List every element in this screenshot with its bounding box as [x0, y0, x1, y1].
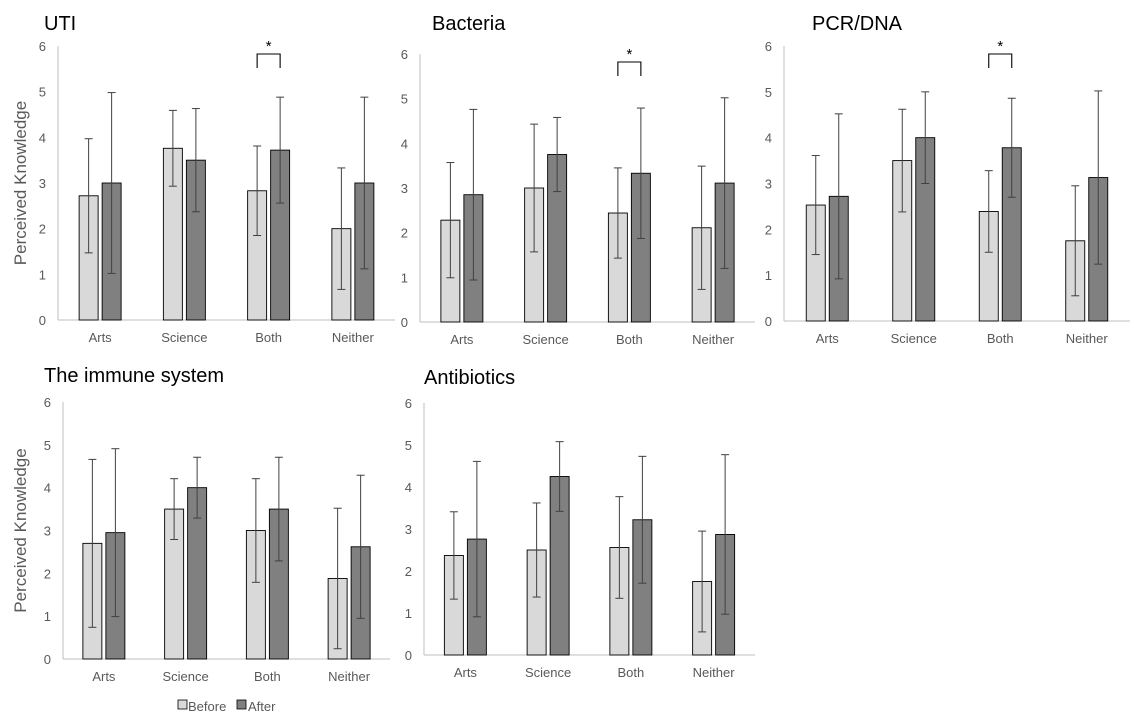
y-tick-label: 3: [765, 177, 772, 192]
y-tick-label: 4: [44, 481, 51, 496]
x-tick-label: Arts: [450, 332, 474, 347]
y-tick-label: 3: [405, 522, 412, 537]
chart-title: UTI: [44, 13, 76, 35]
y-tick-label: 4: [401, 136, 408, 151]
y-tick-label: 3: [401, 181, 408, 196]
y-tick-label: 0: [39, 313, 46, 328]
y-tick-label: 5: [39, 85, 46, 100]
x-tick-label: Arts: [89, 330, 113, 345]
y-tick-label: 1: [765, 268, 772, 283]
significance-star: *: [626, 46, 632, 63]
x-tick-label: Science: [525, 665, 571, 680]
y-tick-label: 6: [39, 39, 46, 54]
x-tick-label: Arts: [454, 665, 478, 680]
y-tick-label: 6: [44, 395, 51, 410]
x-tick-label: Neither: [328, 669, 371, 684]
chart-panel-4: The immune system Perceived Knowledge 0 1 2 3…: [11, 365, 390, 684]
x-tick-label: Both: [616, 332, 643, 347]
y-tick-label: 6: [765, 39, 772, 54]
y-tick-label: 0: [405, 648, 412, 663]
x-tick-label: Both: [255, 330, 282, 345]
y-tick-label: 0: [765, 314, 772, 329]
x-tick-label: Science: [161, 330, 207, 345]
y-tick-label: 6: [401, 47, 408, 62]
x-tick-label: Science: [523, 332, 569, 347]
chart-panel-1: UTI Perceived Knowledge 0 1 2 3 4 5 6 Arts Science…: [11, 13, 395, 345]
y-tick-label: 1: [44, 609, 51, 624]
significance-bracket: [617, 61, 642, 76]
y-tick-label: 5: [765, 85, 772, 100]
y-tick-label: 5: [401, 92, 408, 107]
chart-panel-3: PCR/DNA 0 1 2 3 4 5 6 Arts Science Both Neither *: [765, 13, 1130, 346]
significance-star: *: [266, 38, 272, 55]
y-tick-label: 3: [39, 176, 46, 191]
legend-swatch-before: [177, 699, 188, 710]
y-tick-label: 0: [44, 652, 51, 667]
significance-star: *: [997, 38, 1003, 55]
y-tick-label: 5: [405, 438, 412, 453]
y-tick-label: 2: [39, 222, 46, 237]
x-tick-label: Both: [987, 331, 1014, 346]
y-tick-label: 4: [39, 130, 46, 145]
y-axis-label: Perceived Knowledge: [11, 101, 30, 265]
y-tick-label: 5: [44, 438, 51, 453]
y-tick-label: 1: [39, 267, 46, 282]
y-tick-label: 2: [765, 222, 772, 237]
chart-title: Antibiotics: [424, 367, 515, 389]
significance-bracket: [256, 53, 281, 68]
y-tick-label: 4: [405, 480, 412, 495]
x-tick-label: Neither: [692, 332, 735, 347]
x-tick-label: Neither: [332, 330, 375, 345]
y-tick-label: 6: [405, 396, 412, 411]
chart-panel-2: Bacteria 0 1 2 3 4 5 6 Arts Science Both Neither *: [401, 13, 755, 347]
x-tick-label: Neither: [1066, 331, 1109, 346]
significance-bracket: [988, 53, 1013, 68]
chart-title: Bacteria: [432, 13, 506, 35]
y-tick-label: 2: [44, 566, 51, 581]
y-tick-label: 1: [401, 270, 408, 285]
y-tick-label: 2: [405, 564, 412, 579]
x-tick-label: Arts: [92, 669, 116, 684]
y-tick-label: 4: [765, 131, 772, 146]
x-tick-label: Both: [618, 665, 645, 680]
x-tick-label: Science: [891, 331, 937, 346]
legend-swatch-after: [236, 699, 247, 710]
chart-panel-5: Antibiotics 0 1 2 3 4 5 6 Arts Science Both Neither: [405, 367, 755, 680]
x-tick-label: Both: [254, 669, 281, 684]
y-tick-label: 3: [44, 524, 51, 539]
legend-label-before: Before: [188, 699, 226, 713]
chart-title: The immune system: [44, 365, 224, 387]
chart-title: PCR/DNA: [812, 13, 903, 35]
legend-label-after: After: [248, 699, 276, 713]
y-tick-label: 0: [401, 315, 408, 330]
y-tick-label: 1: [405, 606, 412, 621]
x-tick-label: Neither: [693, 665, 736, 680]
x-tick-label: Arts: [816, 331, 840, 346]
chart-panels: UTI Perceived Knowledge 0 1 2 3 4 5 6 Arts Science…: [11, 13, 1130, 684]
legend: Before After: [177, 699, 276, 713]
x-tick-label: Science: [163, 669, 209, 684]
y-tick-label: 2: [401, 226, 408, 241]
y-axis-label: Perceived Knowledge: [11, 448, 30, 612]
